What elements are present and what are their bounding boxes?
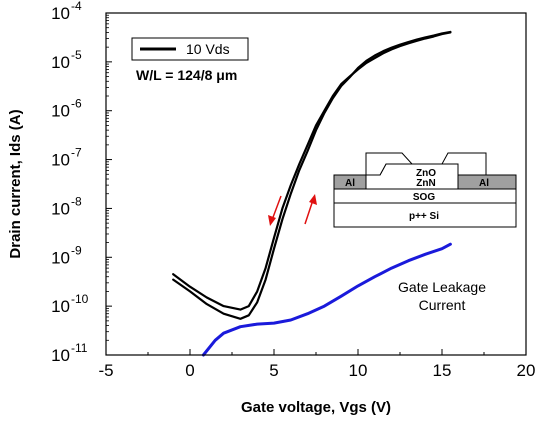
x-tick-label: 10 bbox=[349, 361, 368, 380]
y-tick-mantissa: 10 bbox=[51, 248, 70, 267]
x-tick-label: 5 bbox=[269, 361, 278, 380]
sweep-arrows bbox=[268, 194, 317, 226]
y-tick-exponent: -10 bbox=[71, 292, 89, 306]
legend-box bbox=[131, 37, 249, 61]
y-tick-mantissa: 10 bbox=[51, 199, 70, 218]
y-tick-exponent: -11 bbox=[71, 341, 88, 355]
x-tick-label: 20 bbox=[517, 361, 536, 380]
y-tick-label: 10 bbox=[51, 151, 70, 170]
y-tick-label: 10 bbox=[51, 199, 70, 218]
y-tick-mantissa: 10 bbox=[51, 4, 70, 23]
inset-label-al-right: Al bbox=[479, 178, 489, 189]
annotation-line-1: Gate Leakage bbox=[398, 279, 486, 295]
gate-leakage-series-line bbox=[201, 242, 452, 357]
y-tick-exponent: -6 bbox=[71, 97, 82, 111]
plot-frame bbox=[105, 12, 527, 356]
inset-label-znn: ZnN bbox=[416, 178, 435, 189]
y-tick-mantissa: 10 bbox=[51, 102, 70, 121]
inset-label-zno: ZnO bbox=[416, 168, 436, 179]
y-tick-exponent: -5 bbox=[71, 48, 82, 62]
y-axis-title: Drain current, Ids (A) bbox=[7, 109, 24, 258]
y-tick-mantissa: 10 bbox=[51, 151, 70, 170]
drain-current-series-line-2 bbox=[172, 30, 452, 320]
inset-label-al-left: Al bbox=[345, 178, 355, 189]
y-tick-exponent: -8 bbox=[71, 194, 82, 208]
y-tick-exponent: -7 bbox=[71, 146, 82, 160]
device-inset: ZnO ZnN Al Al SOG p++ Si bbox=[333, 152, 517, 228]
legend: 10 Vds bbox=[131, 37, 249, 61]
down-sweep-arrowhead bbox=[268, 215, 276, 226]
inset-si-layer bbox=[333, 202, 517, 228]
series-layer bbox=[172, 30, 452, 357]
inset-label-si: p++ Si bbox=[409, 211, 439, 222]
y-tick-mantissa: 10 bbox=[51, 53, 70, 72]
y-tick-label: 10 bbox=[51, 53, 70, 72]
x-axis-title: Gate voltage, Vgs (V) bbox=[241, 399, 391, 416]
down-sweep-arrow bbox=[271, 195, 282, 221]
legend-label: 10 Vds bbox=[186, 41, 230, 57]
up-sweep-arrow bbox=[304, 199, 314, 225]
x-tick-label: 15 bbox=[433, 361, 452, 380]
y-tick-label: 10 bbox=[51, 297, 70, 316]
wl-label: W/L = 124/8 μm bbox=[136, 67, 237, 83]
up-sweep-arrowhead bbox=[309, 194, 317, 205]
x-tick-labels: -5 0 5 10 15 20 bbox=[98, 361, 535, 380]
y-tick-label: 10 bbox=[51, 346, 70, 365]
wl-unit: μm bbox=[216, 67, 237, 83]
y-tick-exponent: -4 bbox=[71, 0, 82, 13]
inset-zno-layer bbox=[365, 152, 487, 176]
y-tick-label: 10 bbox=[51, 102, 70, 121]
x-tick-label: -5 bbox=[98, 361, 113, 380]
inset-label-sog: SOG bbox=[413, 192, 435, 203]
annotation-line-2: Current bbox=[419, 297, 466, 313]
y-tick-mantissa: 10 bbox=[51, 346, 70, 365]
y-tick-label: 10 bbox=[51, 248, 70, 267]
x-tick-label: 0 bbox=[185, 361, 194, 380]
y-tick-label: 10 bbox=[51, 4, 70, 23]
y-tick-exponent: -9 bbox=[71, 243, 82, 257]
y-tick-mantissa: 10 bbox=[51, 297, 70, 316]
